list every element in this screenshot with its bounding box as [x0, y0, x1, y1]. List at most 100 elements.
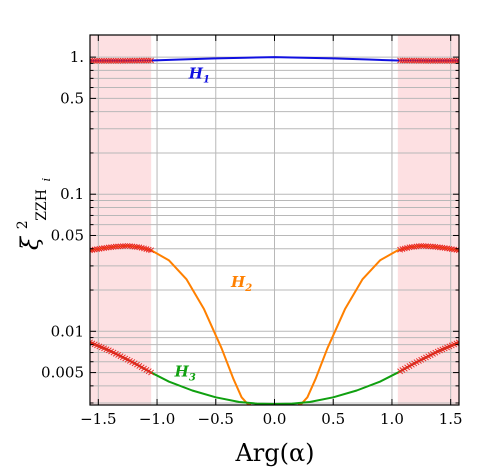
series-line-h1-marker-14 — [119, 57, 126, 64]
series-line-h1-marker-26 — [148, 57, 154, 64]
series-line-h1-marker-50 — [451, 57, 458, 64]
series-line-h1-marker-24 — [143, 57, 150, 64]
series-line-h2-segment-2-marker-7 — [413, 243, 420, 250]
series-line-h1-marker-3 — [94, 57, 100, 64]
y-tick-label-4: 0.5 — [60, 89, 84, 107]
series-line-h1-marker-28 — [399, 57, 406, 64]
series-line-h2-segment-2-marker-10 — [420, 243, 427, 249]
series-line-h2-segment-1-marker-19 — [131, 243, 138, 250]
series-line-h2-segment-2-marker-20 — [444, 245, 450, 252]
series-line-h1-marker-31 — [406, 57, 413, 64]
series-line-h1-marker-22 — [138, 57, 145, 64]
series-line-h2-segment-1-marker-2 — [91, 246, 98, 253]
x-tick-label-0: −1.5 — [80, 410, 116, 428]
series-line-h1-marker-34 — [413, 57, 420, 64]
series-line-h1-marker-11 — [112, 57, 119, 64]
series-line-h2-segment-2-marker-9 — [418, 242, 425, 249]
series-line-h1-marker-12 — [115, 57, 122, 64]
y-axis-title-sub: ZZH — [34, 189, 50, 221]
series-label-h2: H2 — [230, 273, 252, 294]
series-line-h1-marker-39 — [425, 57, 432, 64]
series-line-h1-marker-21 — [136, 57, 143, 64]
y-axis-title: ξ 2 ZZH i — [5, 178, 53, 250]
series-line-h1-marker-29 — [401, 57, 408, 64]
series-line-h1-marker-18 — [129, 57, 136, 64]
series-line-h2-segment-2-marker-19 — [441, 245, 448, 251]
y-axis-title-base: ξ — [16, 235, 44, 250]
series-line-h2-segment-1-marker-11 — [112, 243, 119, 250]
series-line-h1-marker-44 — [437, 57, 443, 64]
series-line-h2-segment-2-marker-5 — [408, 244, 415, 250]
series-line-h2-segment-1-marker-7 — [103, 244, 110, 251]
series-line-h1-marker-15 — [122, 57, 129, 64]
series-line-h2-segment-1-marker-1 — [90, 246, 96, 253]
series-line-h2-segment-2-marker-22 — [448, 246, 455, 253]
x-axis-title: Arg(α) — [234, 439, 314, 467]
series-line-h3-marker-26 — [148, 369, 154, 376]
series-line-h1-marker-40 — [427, 57, 434, 64]
series-line-h2-segment-2-marker-18 — [439, 244, 446, 251]
series-line-h1-marker-27 — [397, 57, 404, 64]
series-line-h2-segment-2-marker-11 — [423, 243, 429, 250]
y-tick-label-5: 1. — [70, 48, 84, 66]
series-line-h1-marker-17 — [127, 57, 133, 64]
axis-ticks — [90, 35, 459, 405]
svg-text:ξ 2 ZZH i: ξ 2 ZZH i — [5, 178, 53, 250]
series-line-h1-marker-2 — [91, 57, 98, 64]
y-axis-title-sup: 2 — [15, 220, 31, 229]
series-line-h1-marker-7 — [103, 57, 110, 64]
series-line-h2-segment-2-marker-23 — [451, 246, 458, 253]
series-line-h1-marker-9 — [108, 57, 115, 64]
axis-tick-labels: −1.5 −1.0 −0.5 0.0 0.5 1.0 1.5 0.005 0.01 0.05 0.1… — [41, 48, 463, 428]
x-tick-label-4: 0.5 — [321, 410, 345, 428]
series-line-h2-segment-1-marker-5 — [98, 245, 105, 252]
series-line-h2-segment-1-marker-17 — [127, 243, 133, 250]
series-line-h1-marker-45 — [439, 57, 446, 64]
series-label-h3-name: H — [174, 362, 190, 380]
series-line-h1-marker-6 — [101, 57, 108, 64]
series-line-h2-segment-1-marker-3 — [94, 246, 100, 253]
series-line-h1-marker-30 — [404, 57, 411, 64]
series-label-h2-index: 2 — [244, 283, 252, 294]
x-tick-label-6: 1.5 — [439, 410, 463, 428]
series-line-h1-marker-38 — [423, 57, 429, 64]
series-line-h1-marker-16 — [124, 57, 131, 64]
series-line-h1-marker-49 — [448, 57, 455, 64]
series-line-h2-segment-1-marker-20 — [134, 244, 140, 250]
series-label-h3-index: 3 — [189, 372, 196, 383]
series-line-h2-segment-1-marker-26 — [148, 247, 154, 254]
series-line-h2-segment-2-marker-6 — [411, 243, 418, 250]
series-label-h1: H1 — [188, 64, 210, 85]
series-line-h2-segment-1-marker-14 — [119, 243, 126, 250]
x-tick-label-1: −1.0 — [139, 410, 175, 428]
series-line-h2-segment-2-marker-17 — [437, 244, 443, 251]
series-line-h2-segment-1-marker-15 — [122, 243, 129, 249]
series-label-h3: H3 — [174, 362, 196, 383]
series-line-h2-segment-2-marker-16 — [434, 244, 441, 251]
series-line-h1-marker-23 — [141, 57, 147, 64]
series-line-h1-marker-48 — [446, 57, 453, 64]
series-line-h2-segment-2-marker-14 — [430, 243, 436, 250]
series-line-h1-marker-37 — [420, 57, 427, 64]
y-tick-label-0: 0.005 — [41, 364, 84, 382]
series-line-h2-segment-2-marker-12 — [425, 243, 432, 250]
x-tick-label-3: 0.0 — [263, 410, 287, 428]
series-line-h2-segment-2-marker-15 — [432, 243, 439, 250]
series-line-h1-marker-33 — [411, 57, 418, 64]
series-line-h2-segment-1-marker-8 — [105, 244, 112, 251]
series-line-h1-marker-10 — [110, 57, 117, 64]
series-line-h1-marker-0 — [90, 57, 93, 64]
series-line-h1-marker-25 — [145, 57, 152, 64]
y-tick-label-1: 0.01 — [51, 322, 84, 340]
series-line-h2-segment-1-marker-9 — [108, 244, 115, 251]
series-line-h1-marker-1 — [90, 57, 96, 64]
series-line-h2-segment-1-marker-18 — [129, 243, 136, 250]
series-line-h2-segment-1-marker-16 — [124, 242, 131, 249]
series-line-h2-segment-2-marker-21 — [446, 245, 453, 252]
series-line-h1-marker-20 — [134, 57, 140, 64]
series-line-h1-marker-5 — [98, 57, 105, 64]
series-line-h2-segment-1-marker-6 — [101, 245, 108, 251]
x-tick-label-5: 1.0 — [380, 410, 404, 428]
y-tick-label-2: 0.05 — [51, 226, 84, 244]
